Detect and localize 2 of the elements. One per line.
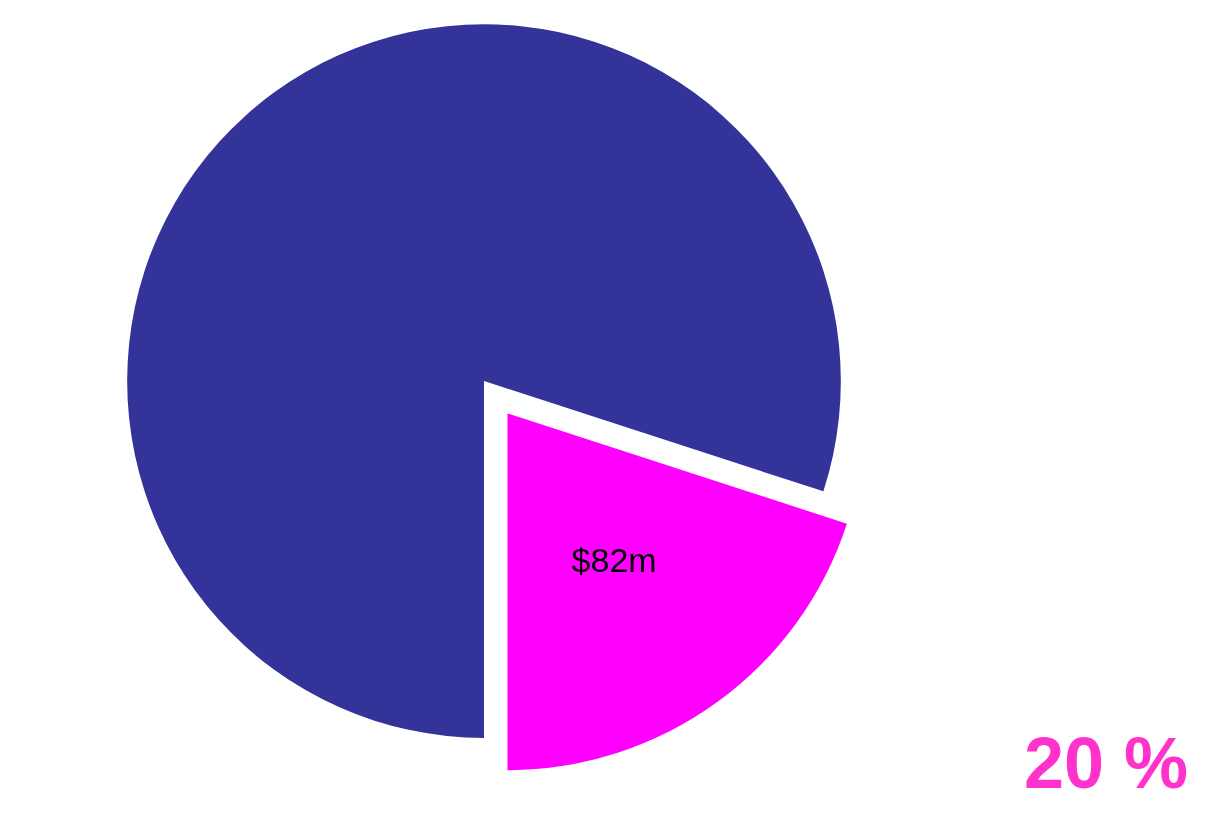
text: 20 %	[1023, 723, 1188, 803]
data-label: $82m	[571, 541, 657, 580]
